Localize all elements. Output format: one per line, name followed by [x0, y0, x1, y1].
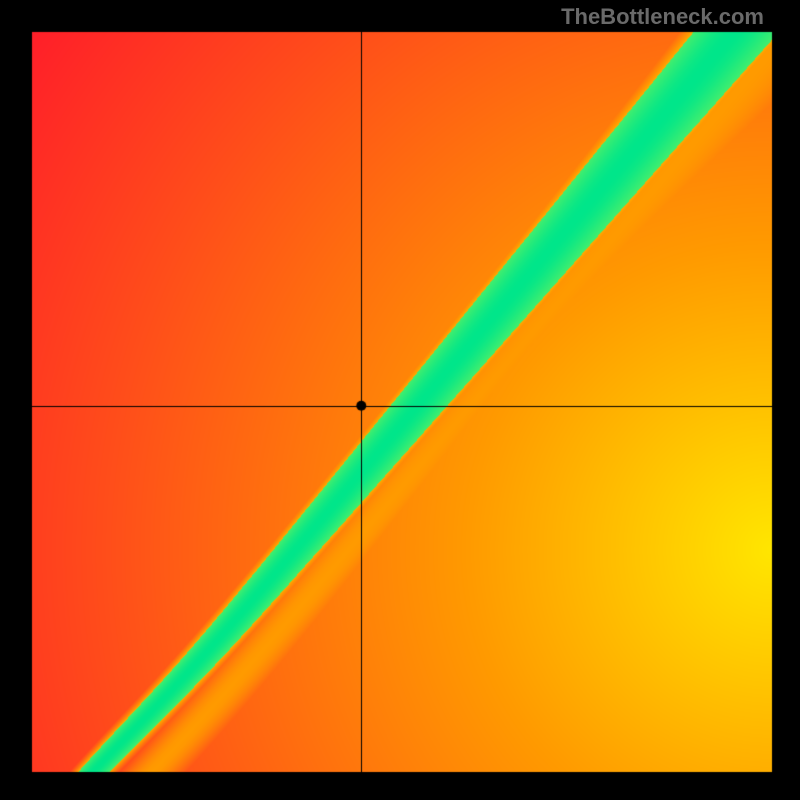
- watermark-text: TheBottleneck.com: [561, 4, 764, 30]
- chart-container: TheBottleneck.com: [0, 0, 800, 800]
- heatmap-canvas: [0, 0, 800, 800]
